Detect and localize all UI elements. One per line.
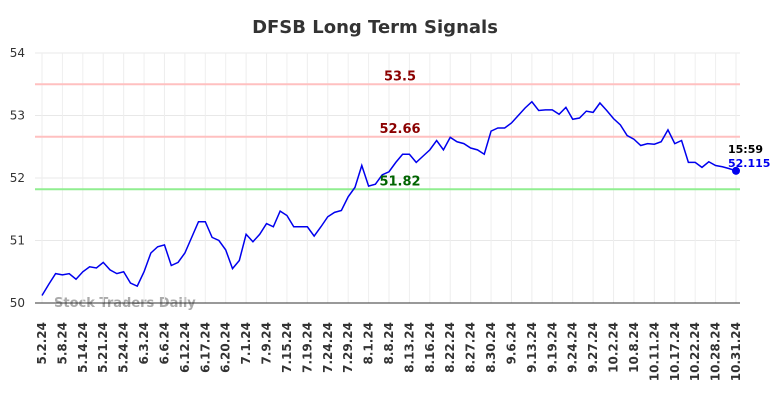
y-tick-label: 53	[10, 109, 25, 123]
last-value: 52.115	[728, 157, 770, 170]
x-tick-label: 6.20.24	[219, 322, 233, 373]
x-tick-label: 8.16.24	[423, 322, 437, 373]
last-time: 15:59	[728, 143, 763, 156]
x-tick-label: 5.24.24	[117, 322, 131, 373]
x-tick-label: 6.6.24	[157, 322, 171, 365]
x-tick-label: 10.22.24	[688, 322, 702, 381]
x-tick-label: 7.19.24	[300, 322, 314, 373]
x-tick-label: 7.1.24	[239, 322, 253, 365]
x-tick-label: 8.1.24	[362, 322, 376, 365]
signal-label: 53.5	[384, 69, 416, 84]
x-tick-label: 10.31.24	[729, 322, 743, 381]
x-tick-label: 9.27.24	[586, 322, 600, 373]
x-tick-label: 8.27.24	[464, 322, 478, 373]
x-tick-label: 8.13.24	[402, 322, 416, 373]
y-tick-label: 54	[10, 46, 25, 60]
x-tick-label: 10.11.24	[647, 322, 661, 381]
x-tick-label: 7.15.24	[280, 322, 294, 373]
x-tick-label: 10.2.24	[607, 322, 621, 373]
x-tick-label: 10.17.24	[668, 322, 682, 381]
x-tick-label: 9.19.24	[545, 322, 559, 373]
x-tick-label: 7.29.24	[341, 322, 355, 373]
signal-label: 51.82	[379, 174, 420, 189]
x-tick-label: 9.24.24	[566, 322, 580, 373]
x-tick-label: 5.14.24	[76, 322, 90, 373]
y-tick-label: 50	[10, 296, 25, 310]
x-tick-label: 9.6.24	[504, 322, 518, 365]
x-tick-label: 8.8.24	[382, 322, 396, 365]
price-line	[41, 100, 737, 296]
x-tick-label: 5.2.24	[35, 322, 49, 365]
x-tick-label: 8.30.24	[484, 322, 498, 373]
x-tick-label: 7.24.24	[321, 322, 335, 373]
x-tick-label: 10.28.24	[709, 322, 723, 381]
y-tick-label: 51	[10, 234, 25, 248]
x-tick-label: 7.9.24	[260, 322, 274, 365]
x-tick-label: 8.22.24	[443, 322, 457, 373]
x-tick-label: 9.13.24	[525, 322, 539, 373]
x-tick-label: 6.17.24	[198, 322, 212, 373]
chart-title: DFSB Long Term Signals	[252, 17, 498, 38]
x-tick-label: 6.3.24	[137, 322, 151, 365]
last-point	[732, 166, 740, 175]
y-tick-label: 52	[10, 171, 25, 185]
x-tick-label: 5.8.24	[55, 322, 69, 365]
signal-label: 52.66	[379, 122, 420, 137]
x-tick-label: 6.12.24	[178, 322, 192, 373]
x-tick-label: 10.8.24	[627, 322, 641, 373]
x-tick-label: 5.21.24	[96, 322, 110, 373]
